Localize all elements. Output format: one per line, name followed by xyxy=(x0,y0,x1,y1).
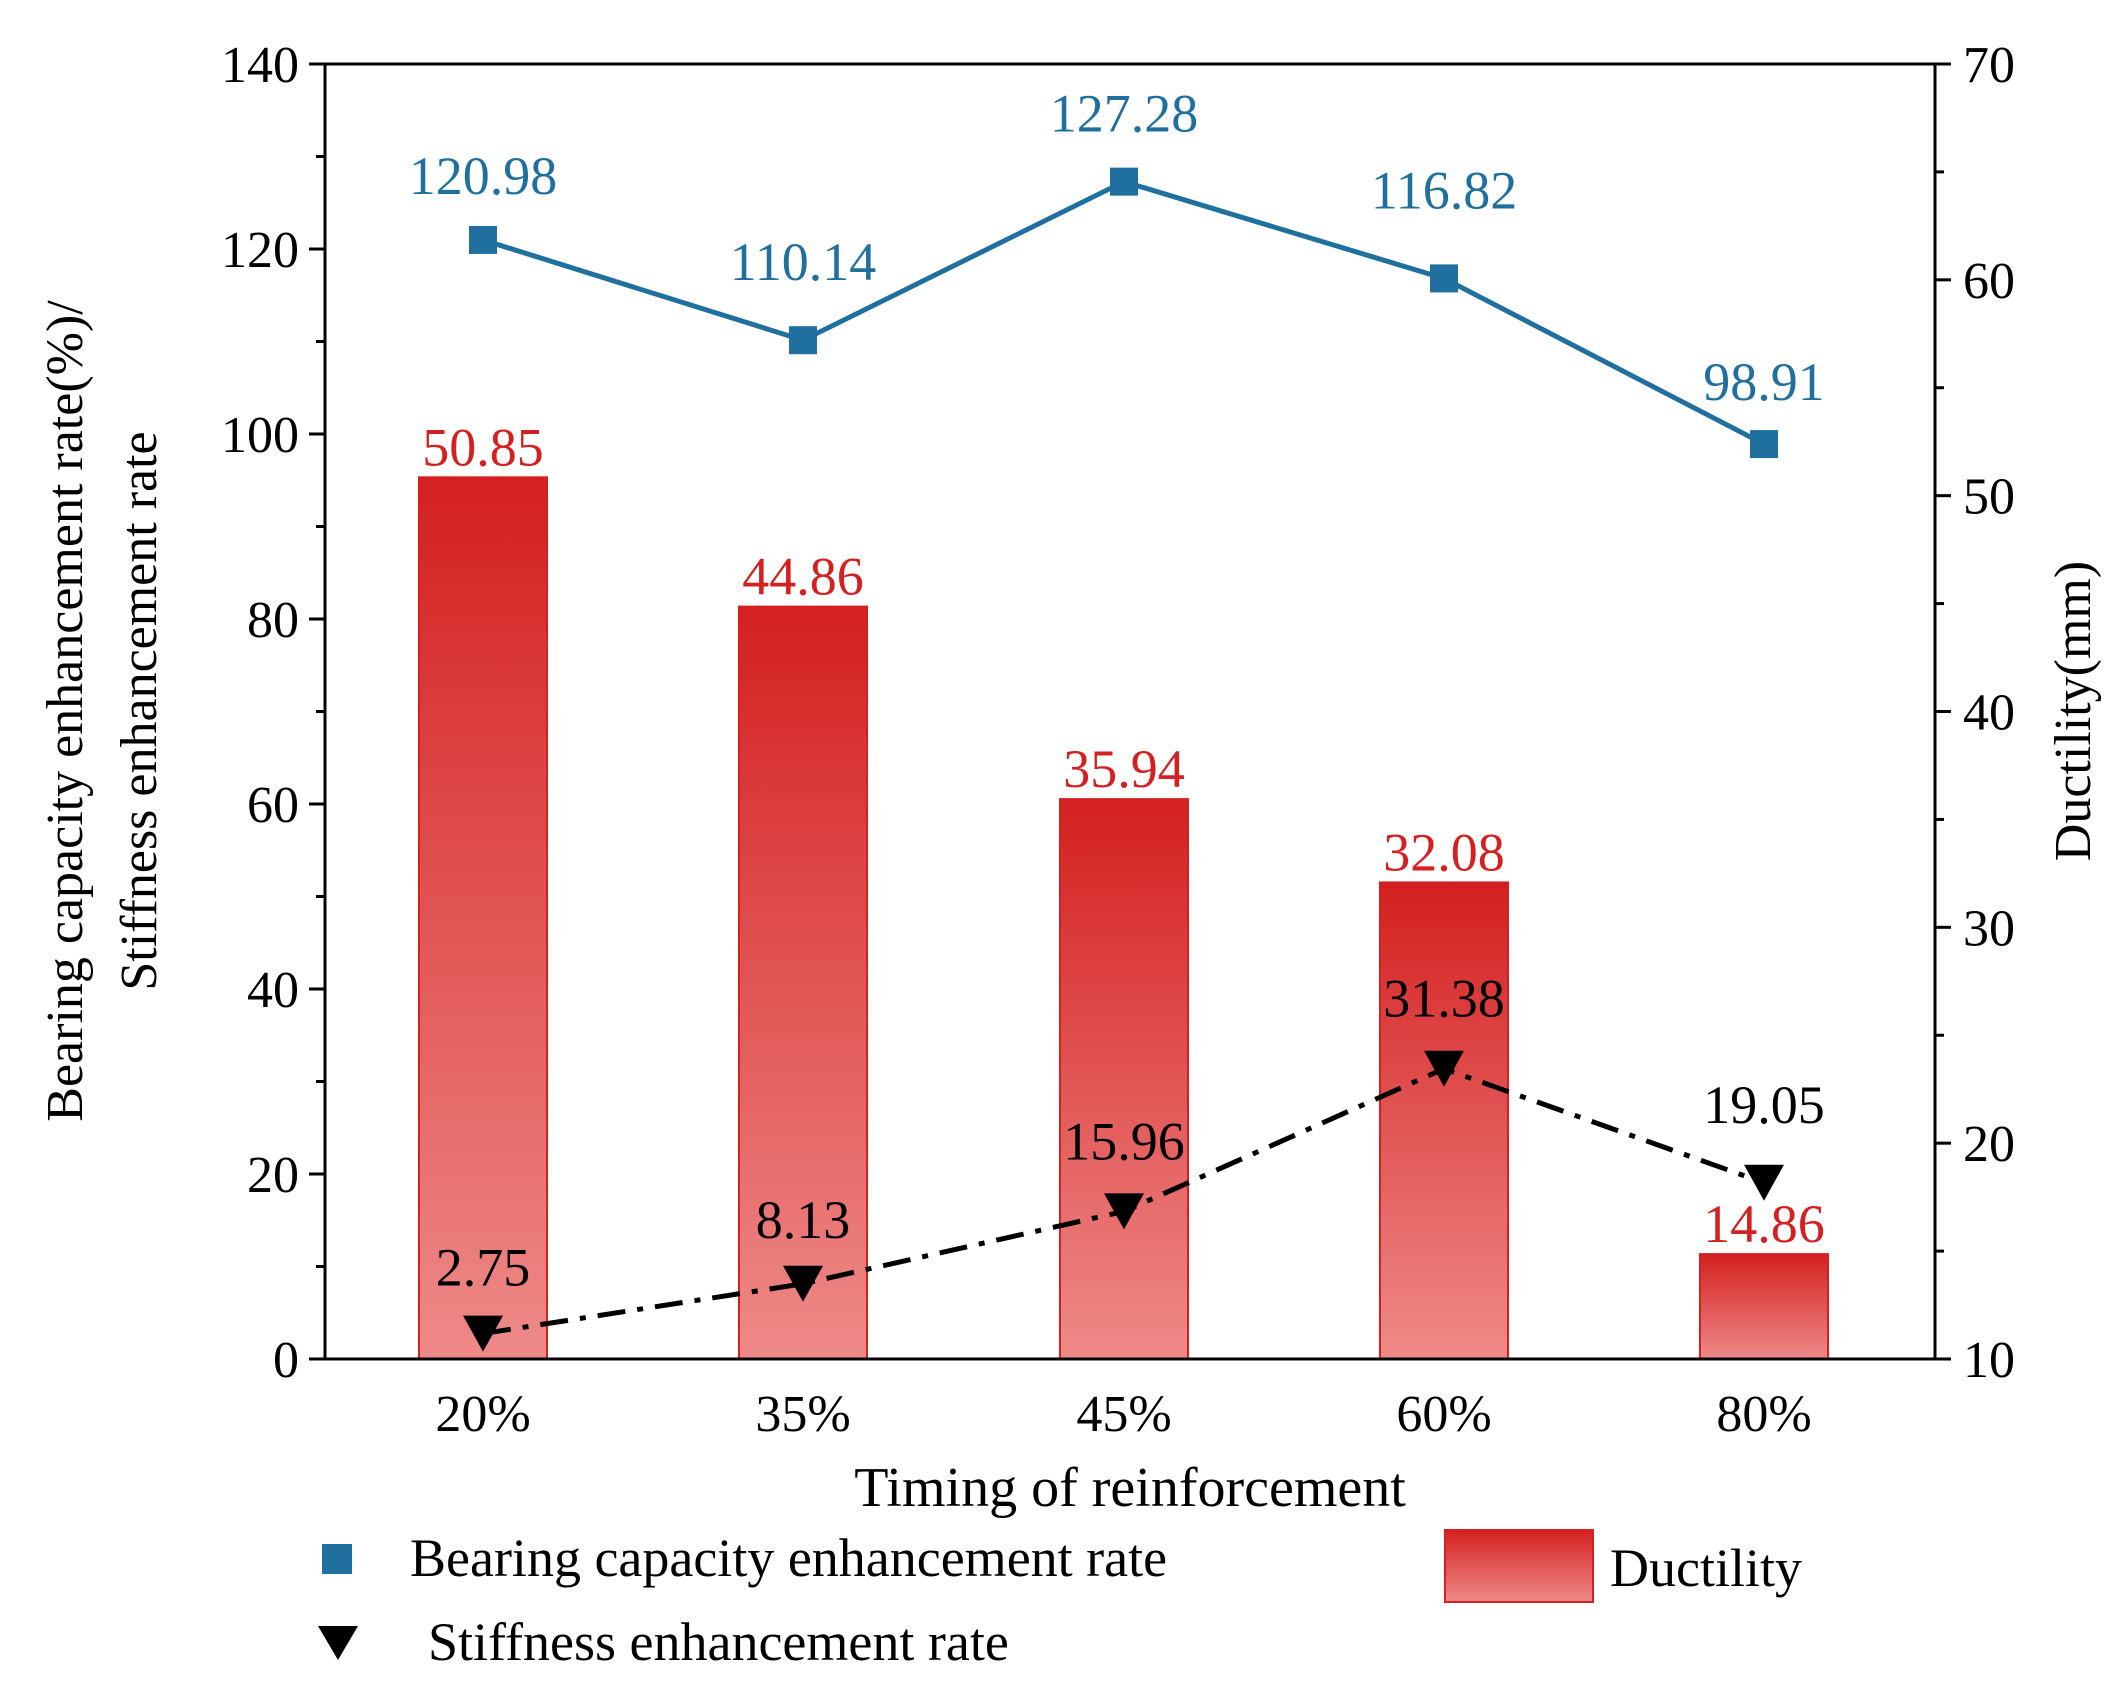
left-tick-label: 80 xyxy=(247,592,299,649)
ductility-bar xyxy=(1379,881,1509,1360)
left-tick-label: 120 xyxy=(221,222,299,279)
legend-ductility-swatch xyxy=(1444,1529,1594,1603)
stiffness-value-label: 19.05 xyxy=(1703,1075,1825,1135)
bearing-value-label: 98.91 xyxy=(1703,352,1825,412)
x-tick-label: 35% xyxy=(755,1386,850,1443)
right-tick-label: 50 xyxy=(1963,469,2015,526)
left-tick-label: 40 xyxy=(247,962,299,1019)
ductility-bar xyxy=(1059,798,1189,1360)
right-tick-label: 40 xyxy=(1963,685,2015,742)
bearing-value-label: 116.82 xyxy=(1371,160,1518,220)
right-axis-title: Ductility(mm) xyxy=(2045,561,2102,861)
left-tick-label: 100 xyxy=(221,407,299,464)
ductility-bar xyxy=(1699,1253,1829,1360)
stiffness-value-label: 31.38 xyxy=(1383,969,1505,1029)
x-tick-label: 80% xyxy=(1716,1386,1811,1443)
x-axis-title: Timing of reinforcement xyxy=(854,1457,1406,1519)
bearing-value-label: 110.14 xyxy=(730,232,877,292)
bearing-marker xyxy=(789,326,817,355)
ductility-bar xyxy=(418,476,548,1360)
ductility-value-label: 50.85 xyxy=(422,417,544,477)
bearing-marker xyxy=(1430,264,1458,293)
stiffness-marker xyxy=(1424,1050,1464,1087)
right-tick-label: 30 xyxy=(1963,900,2015,957)
legend-bearing-label: Bearing capacity enhancement rate xyxy=(410,1528,1167,1588)
stiffness-value-label: 8.13 xyxy=(756,1190,851,1250)
legend: Bearing capacity enhancement rate Stiffn… xyxy=(318,1528,1802,1672)
right-tick-label: 20 xyxy=(1963,1116,2015,1173)
left-tick-label: 60 xyxy=(247,777,299,834)
left-tick-label: 0 xyxy=(273,1332,299,1389)
bearing-line xyxy=(482,178,1766,447)
right-tick-label: 70 xyxy=(1963,37,2015,94)
left-axis-title-line2: Stiffness enhancement rate xyxy=(111,431,168,990)
bearing-marker xyxy=(1750,430,1778,459)
x-tick-label: 45% xyxy=(1076,1386,1171,1443)
bearing-marker xyxy=(1110,167,1138,196)
stiffness-marker xyxy=(783,1265,823,1302)
ductility-value-label: 35.94 xyxy=(1063,739,1185,799)
stiffness-value-label: 15.96 xyxy=(1063,1111,1185,1171)
ductility-value-label: 14.86 xyxy=(1703,1194,1825,1254)
legend-ductility-label: Ductility xyxy=(1610,1538,1802,1598)
left-tick-label: 140 xyxy=(221,37,299,94)
ductility-value-label: 44.86 xyxy=(742,547,864,607)
right-tick-label: 60 xyxy=(1963,253,2015,310)
bearing-marker xyxy=(469,225,497,254)
legend-bearing-marker xyxy=(322,1544,352,1574)
left-tick-label: 20 xyxy=(247,1147,299,1204)
ductility-bar xyxy=(738,605,868,1360)
stiffness-value-label: 2.75 xyxy=(436,1238,531,1298)
legend-stiffness-label: Stiffness enhancement rate xyxy=(428,1612,1009,1672)
stiffness-marker xyxy=(1744,1164,1784,1201)
x-tick-label: 60% xyxy=(1396,1386,1491,1443)
bearing-value-label: 120.98 xyxy=(409,146,558,206)
stiffness-marker xyxy=(463,1315,503,1352)
ductility-value-label: 32.08 xyxy=(1383,822,1505,882)
x-tick-label: 20% xyxy=(435,1386,530,1443)
stiffness-marker xyxy=(1104,1193,1144,1230)
left-axis-title-line1: Bearing capacity enhancement rate(%)/ xyxy=(37,300,94,1122)
bearing-value-label: 127.28 xyxy=(1050,84,1199,144)
legend-stiffness-marker xyxy=(318,1626,358,1660)
right-tick-label: 10 xyxy=(1963,1332,2015,1389)
